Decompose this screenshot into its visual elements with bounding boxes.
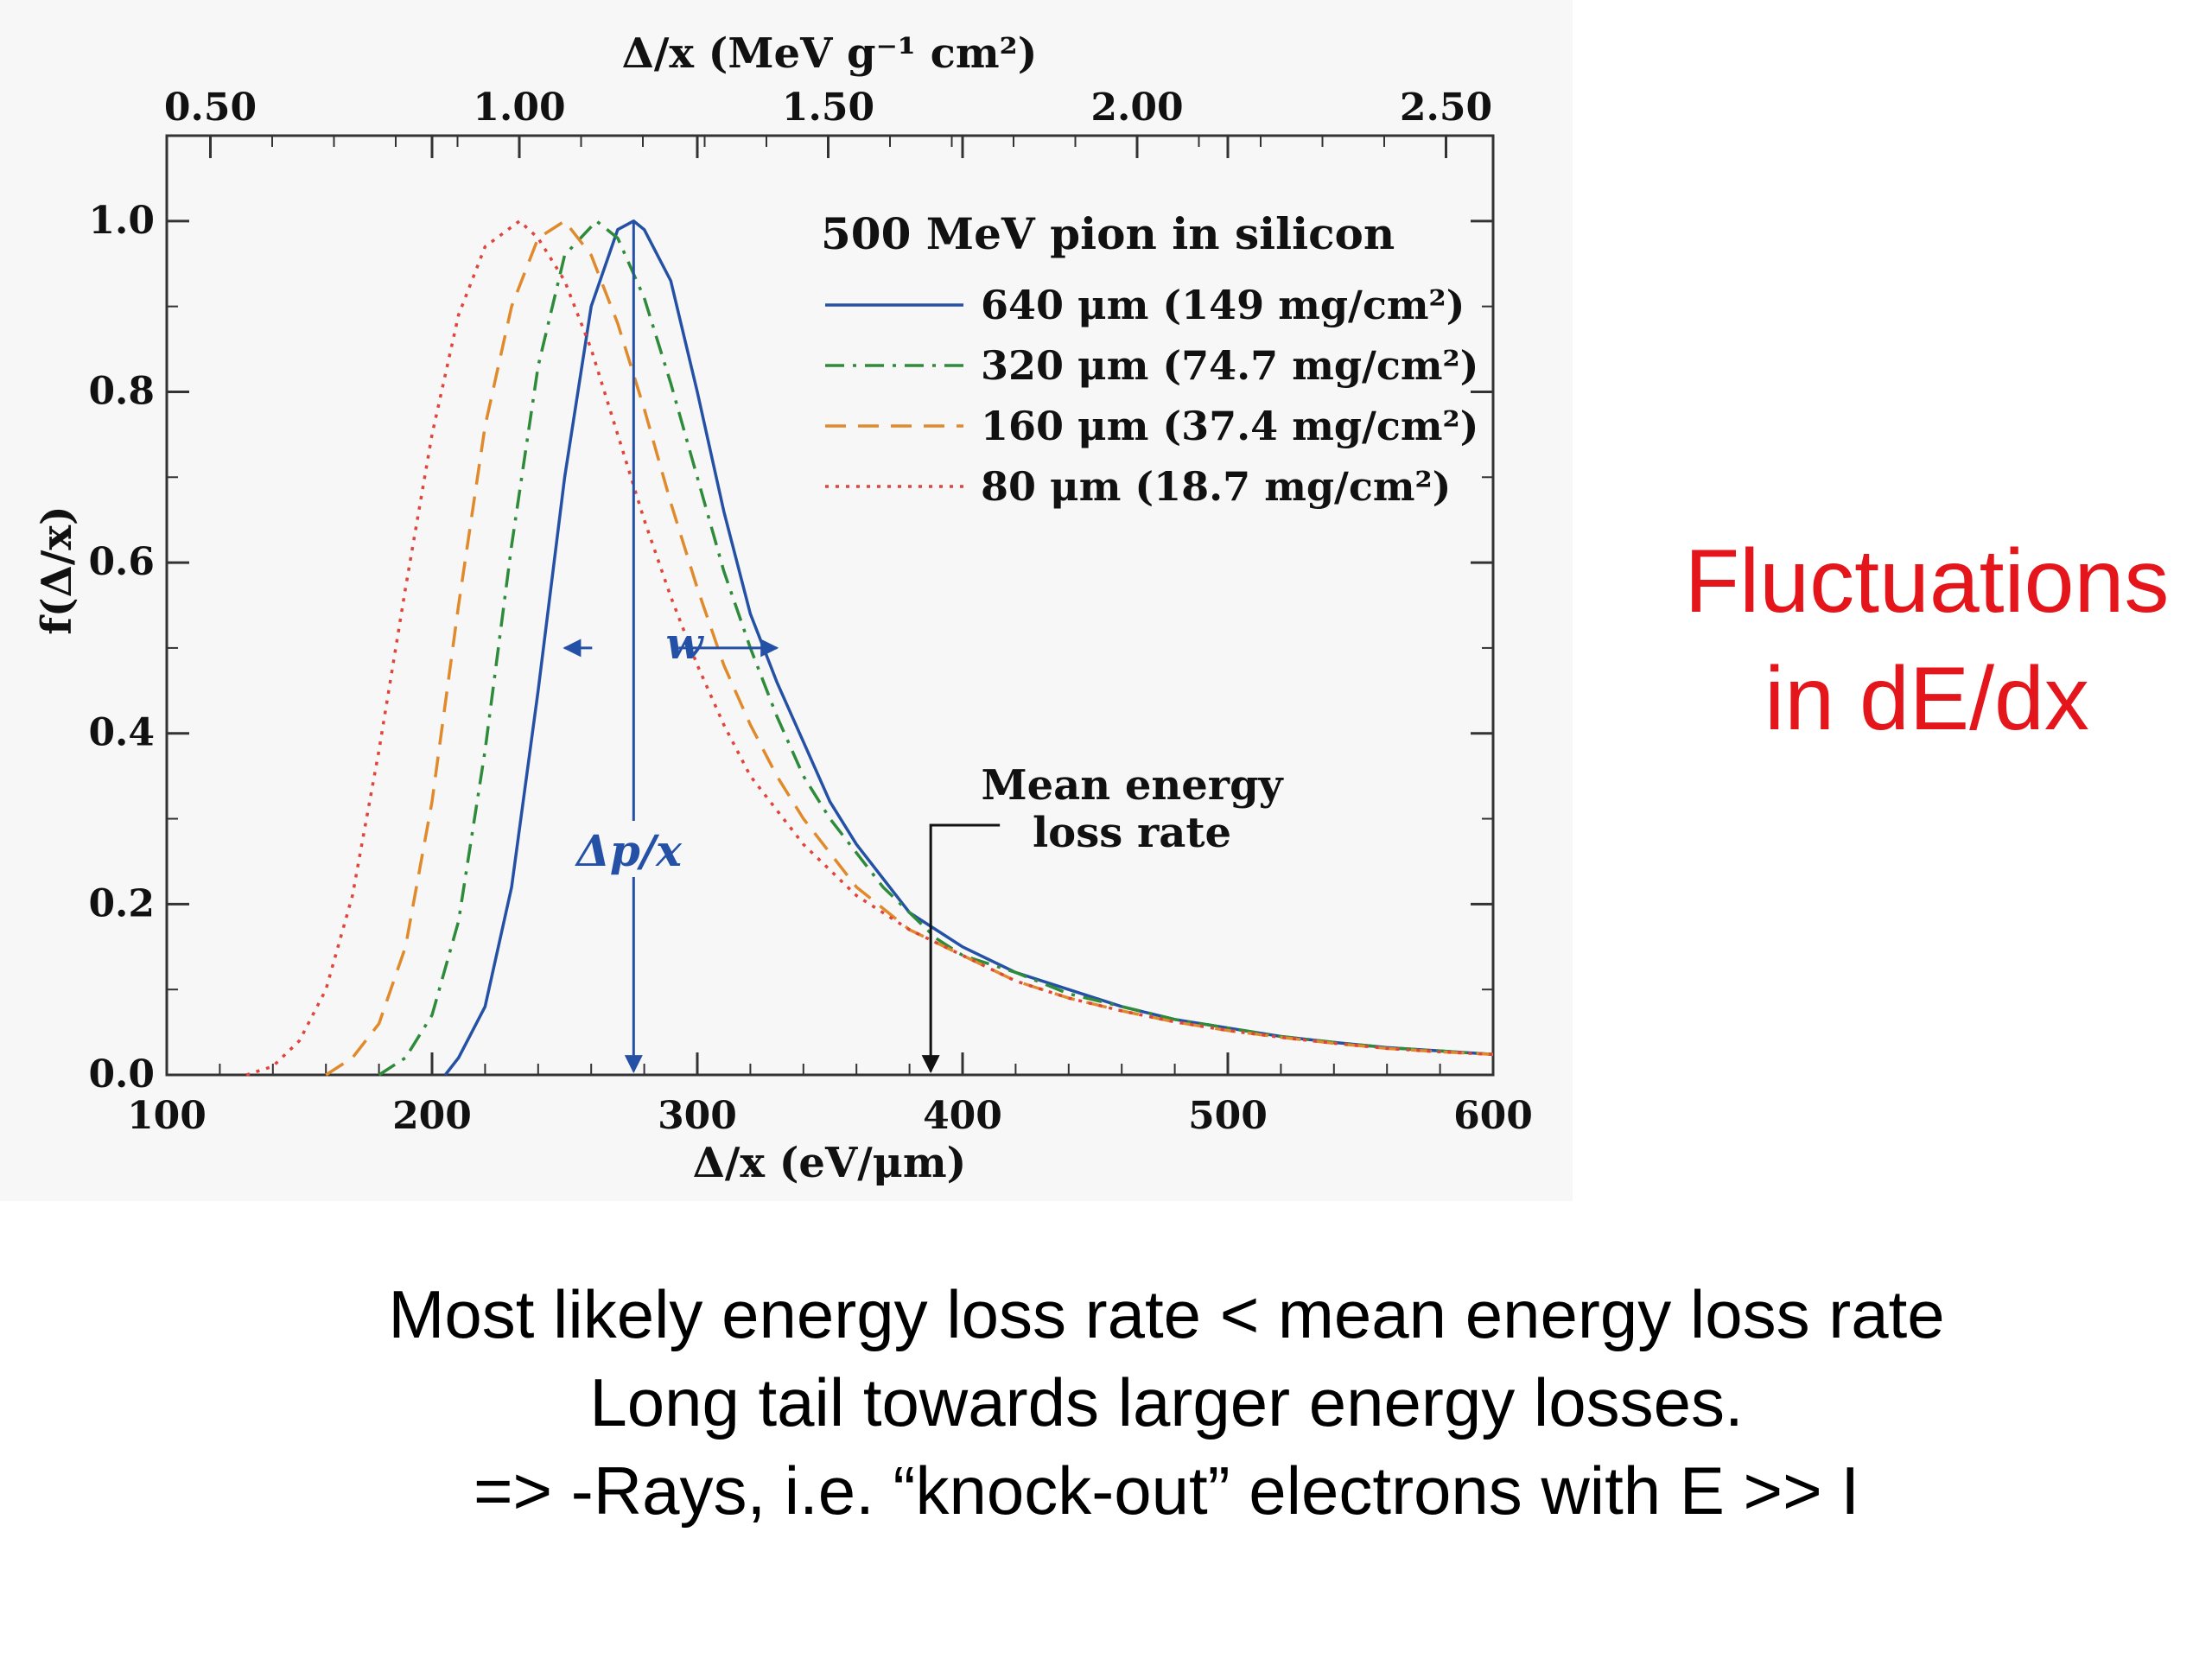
tick-marks (165, 135, 1495, 1077)
y-tick-label: 0.6 (88, 540, 155, 584)
x-tick-label: 500 (1188, 1094, 1268, 1138)
series-line-1 (443, 219, 1494, 1077)
width-label: w (665, 618, 704, 669)
mean-label-line1: Mean energy (981, 761, 1284, 810)
x-tick-label: 400 (923, 1094, 1002, 1138)
mean-arrow (921, 823, 1001, 1074)
energy-loss-chart: 100 200 300 400 500 600 0.0 0.2 0.4 0.6 0.8 1.0 0.50… (33, 29, 1533, 1187)
top-tick-label: 0.50 (164, 86, 257, 130)
top-tick-label: 2.50 (1400, 86, 1492, 130)
x-tick-label: 100 (127, 1094, 207, 1138)
plot-frame (165, 134, 1495, 1077)
caption: Most likely energy loss rate < mean ener… (0, 1270, 2212, 1535)
side-title-line1: Fluctuations (1684, 531, 2170, 632)
peak-label: Δp/x (574, 825, 683, 876)
top-tick-label: 1.00 (473, 86, 565, 130)
series-lines (245, 219, 1494, 1077)
tick-labels: 100 200 300 400 500 600 0.0 0.2 0.4 0.6 0.8 1.0 0.50… (88, 86, 1532, 1138)
legend-label: 640 μm (149 mg/cm²) (981, 282, 1465, 328)
legend-label: 80 μm (18.7 mg/cm²) (981, 463, 1451, 510)
y-axis-title: f(Δ/x) (33, 505, 81, 634)
chart-figure: 100 200 300 400 500 600 0.0 0.2 0.4 0.6 0.8 1.0 0.50… (33, 29, 1533, 1187)
annotations: w Δp/x Mean energy loss rate (563, 220, 1285, 1074)
legend-label: 320 μm (74.7 mg/cm²) (981, 342, 1478, 389)
series-line-2 (378, 219, 1494, 1077)
top-tick-label: 1.50 (782, 86, 874, 130)
top-tick-label: 2.00 (1090, 86, 1183, 130)
x-axis-title: Δ/x (eV/μm) (693, 1139, 967, 1187)
caption-line2: Long tail towards larger energy losses. (589, 1364, 1744, 1440)
caption-line3: => -Rays, i.e. “knock-out” electrons wit… (474, 1452, 1859, 1529)
y-tick-label: 1.0 (88, 199, 155, 243)
y-tick-label: 0.8 (88, 369, 155, 413)
side-title: Fluctuations in dE/dx (1642, 523, 2212, 758)
x-tick-label: 300 (658, 1094, 737, 1138)
y-tick-label: 0.0 (88, 1052, 155, 1096)
series-line-3 (325, 219, 1494, 1077)
legend-label: 160 μm (37.4 mg/cm²) (981, 403, 1478, 449)
y-tick-label: 0.2 (88, 881, 155, 925)
legend-title: 500 MeV pion in silicon (821, 208, 1395, 259)
mean-label-line2: loss rate (1033, 809, 1231, 857)
x-tick-label: 200 (392, 1094, 472, 1138)
y-tick-label: 0.4 (88, 711, 155, 755)
caption-line1: Most likely energy loss rate < mean ener… (388, 1276, 1945, 1352)
top-axis-title: Δ/x (MeV g⁻¹ cm²) (622, 29, 1038, 78)
x-tick-label: 600 (1453, 1094, 1533, 1138)
series-line-4 (245, 219, 1494, 1077)
side-title-line2: in dE/dx (1764, 649, 2089, 749)
legend: 640 μm (149 mg/cm²) 320 μm (74.7 mg/cm²) 1… (825, 282, 1478, 510)
